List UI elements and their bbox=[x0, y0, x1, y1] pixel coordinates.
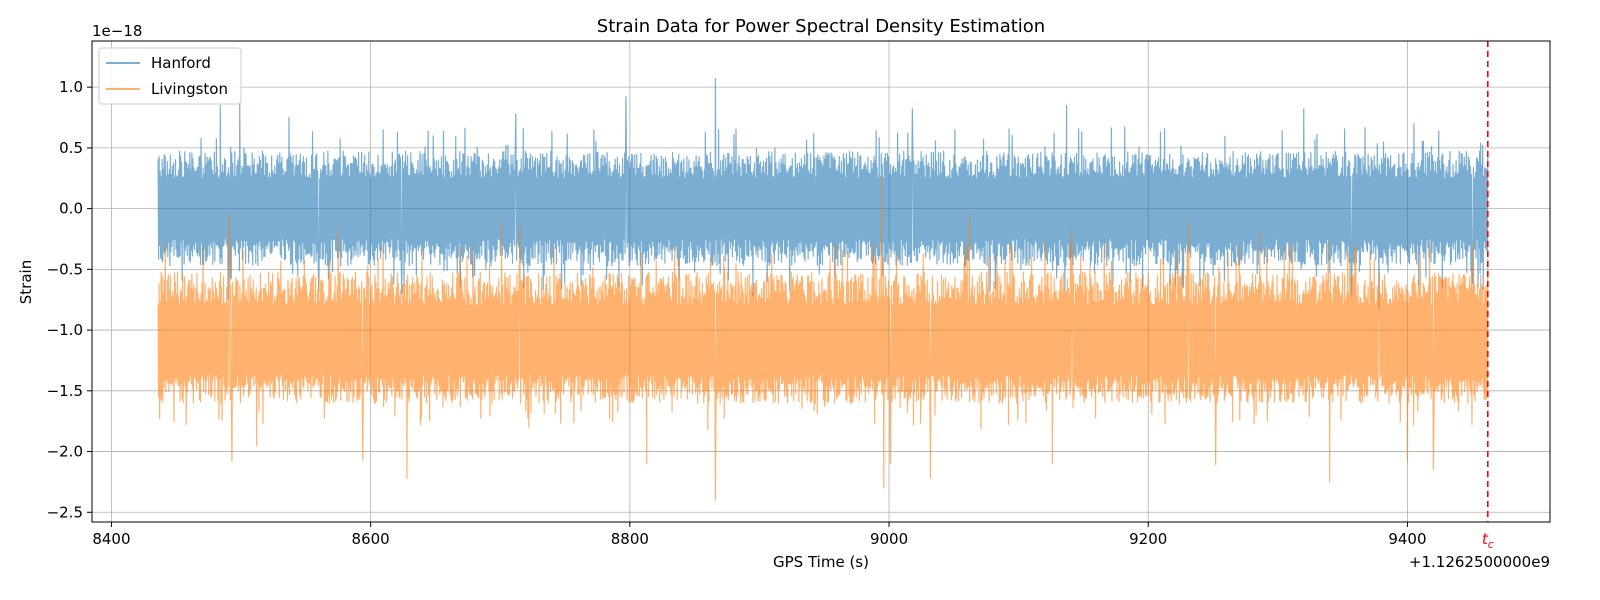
legend-label-hanford: Hanford bbox=[151, 54, 211, 72]
y-axis-label: Strain bbox=[17, 260, 35, 304]
y-tick-label: 0.5 bbox=[59, 139, 83, 157]
series-line-hanford bbox=[157, 78, 1489, 311]
tc-tick-label: tc bbox=[1482, 530, 1494, 551]
x-tick-label: 8800 bbox=[611, 530, 649, 548]
x-tick-label: 9000 bbox=[870, 530, 908, 548]
y-tick-label: 1.0 bbox=[59, 78, 83, 96]
reference-line-layer: tc bbox=[1482, 41, 1494, 551]
x-tick-label: 9400 bbox=[1388, 530, 1426, 548]
chart-title: Strain Data for Power Spectral Density E… bbox=[597, 16, 1045, 37]
x-axis-label: GPS Time (s) bbox=[773, 553, 869, 571]
y-tick-label: 0.0 bbox=[59, 200, 83, 218]
x-tick-label: 9200 bbox=[1129, 530, 1167, 548]
y-tick-label: −2.0 bbox=[47, 443, 83, 461]
tick-layer: 8400 8600 8800 9000 9200 9400 1.0 0.5 0.0 −0.5 −1.… bbox=[47, 78, 1427, 548]
y-scale-offset-label: 1e−18 bbox=[92, 22, 142, 40]
x-tick-label: 8600 bbox=[352, 530, 390, 548]
y-tick-label: −1.0 bbox=[47, 321, 83, 339]
plot-frame bbox=[91, 40, 1551, 523]
series-line-livingston bbox=[157, 175, 1489, 501]
legend: Hanford Livingston bbox=[98, 47, 242, 105]
y-tick-label: −0.5 bbox=[47, 260, 83, 278]
x-tick-label: 8400 bbox=[92, 530, 130, 548]
series-layer bbox=[157, 78, 1489, 501]
legend-label-livingston: Livingston bbox=[151, 80, 228, 98]
y-tick-label: −2.5 bbox=[47, 503, 83, 521]
x-offset-label: +1.1262500000e9 bbox=[1409, 553, 1550, 571]
y-tick-label: −1.5 bbox=[47, 382, 83, 400]
